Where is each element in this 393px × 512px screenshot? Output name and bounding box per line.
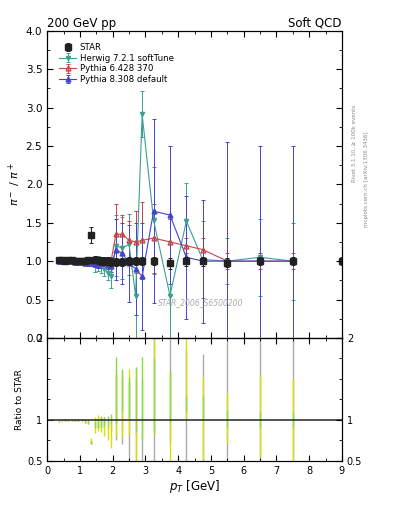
Y-axis label: Ratio to STAR: Ratio to STAR: [15, 369, 24, 430]
Text: mcplots.cern.ch [arXiv:1306.3436]: mcplots.cern.ch [arXiv:1306.3436]: [364, 132, 369, 227]
Text: 200 GeV pp: 200 GeV pp: [47, 16, 116, 30]
Y-axis label: $\pi^-$ / $\pi^+$: $\pi^-$ / $\pi^+$: [7, 162, 23, 206]
Text: Rivet 3.1.10, ≥ 100k events: Rivet 3.1.10, ≥ 100k events: [352, 105, 357, 182]
Text: STAR_2006_S6500200: STAR_2006_S6500200: [158, 298, 243, 307]
Legend: STAR, Herwig 7.2.1 softTune, Pythia 6.428 370, Pythia 8.308 default: STAR, Herwig 7.2.1 softTune, Pythia 6.42…: [57, 41, 175, 86]
Text: Soft QCD: Soft QCD: [288, 16, 342, 30]
X-axis label: $p_T$ [GeV]: $p_T$ [GeV]: [169, 478, 220, 496]
